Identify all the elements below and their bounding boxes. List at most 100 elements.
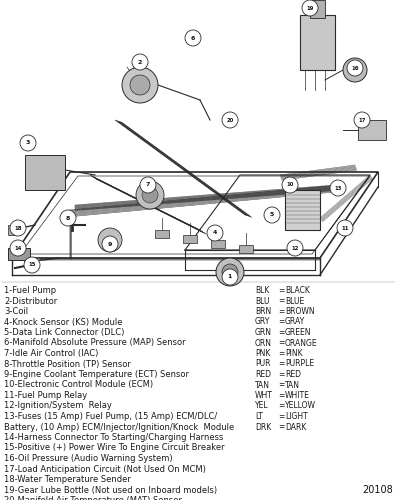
Circle shape <box>140 177 156 193</box>
Text: 15-Positive (+) Power Wire To Engine Circuit Breaker: 15-Positive (+) Power Wire To Engine Cir… <box>4 444 225 452</box>
Text: YELLOW: YELLOW <box>285 402 316 410</box>
Text: YEL: YEL <box>255 402 269 410</box>
Text: ORN: ORN <box>255 338 272 347</box>
Text: 2: 2 <box>138 60 142 64</box>
Text: 18: 18 <box>14 226 22 230</box>
Text: 16-Oil Pressure (Audio Warning System): 16-Oil Pressure (Audio Warning System) <box>4 454 173 463</box>
Text: 14: 14 <box>14 246 22 250</box>
Text: PUR: PUR <box>255 360 270 368</box>
Circle shape <box>354 112 370 128</box>
Circle shape <box>185 30 201 46</box>
Text: 16: 16 <box>351 66 359 70</box>
Bar <box>155 230 169 238</box>
Text: =: = <box>278 286 284 295</box>
Text: 3-Coil: 3-Coil <box>4 307 28 316</box>
Text: 5: 5 <box>270 212 274 218</box>
Text: TAN: TAN <box>255 380 270 390</box>
Bar <box>8 225 20 235</box>
Text: 4-Knock Sensor (KS) Module: 4-Knock Sensor (KS) Module <box>4 318 123 326</box>
Circle shape <box>222 264 238 280</box>
Text: 14-Harness Connector To Starting/Charging Harness: 14-Harness Connector To Starting/Chargin… <box>4 433 224 442</box>
Text: 10-Electronic Control Module (ECM): 10-Electronic Control Module (ECM) <box>4 380 153 390</box>
Bar <box>358 120 386 140</box>
Text: 18-Water Temperature Sender: 18-Water Temperature Sender <box>4 475 131 484</box>
Circle shape <box>222 269 238 285</box>
Text: 8-Throttle Position (TP) Sensor: 8-Throttle Position (TP) Sensor <box>4 360 131 368</box>
Text: =: = <box>278 307 284 316</box>
Text: 19-Gear Lube Bottle (Not used on Inboard models): 19-Gear Lube Bottle (Not used on Inboard… <box>4 486 217 494</box>
Text: PNK: PNK <box>255 349 270 358</box>
Text: TAN: TAN <box>285 380 300 390</box>
Text: BRN: BRN <box>255 307 271 316</box>
Text: =: = <box>278 422 284 432</box>
Bar <box>300 15 335 70</box>
Circle shape <box>136 181 164 209</box>
Circle shape <box>24 257 40 273</box>
Text: BLU: BLU <box>255 296 270 306</box>
Text: ORANGE: ORANGE <box>285 338 318 347</box>
Circle shape <box>216 258 244 286</box>
Text: LIGHT: LIGHT <box>285 412 308 421</box>
Text: =: = <box>278 318 284 326</box>
Text: =: = <box>278 349 284 358</box>
Circle shape <box>222 112 238 128</box>
Text: BLACK: BLACK <box>285 286 310 295</box>
Circle shape <box>287 240 303 256</box>
Text: =: = <box>278 296 284 306</box>
Text: LT: LT <box>255 412 263 421</box>
Text: GRAY: GRAY <box>285 318 305 326</box>
Text: Battery, (10 Amp) ECM/Injector/Ignition/Knock  Module: Battery, (10 Amp) ECM/Injector/Ignition/… <box>4 422 234 432</box>
Text: =: = <box>278 412 284 421</box>
Text: PINK: PINK <box>285 349 303 358</box>
Text: =: = <box>278 360 284 368</box>
Circle shape <box>122 67 158 103</box>
Text: 20-Manifold Air Temperature (MAT) Sensor: 20-Manifold Air Temperature (MAT) Sensor <box>4 496 182 500</box>
Text: 20: 20 <box>226 118 233 122</box>
Text: DARK: DARK <box>285 422 306 432</box>
Text: 13-Fuses (15 Amp) Fuel Pump, (15 Amp) ECM/DLC/: 13-Fuses (15 Amp) Fuel Pump, (15 Amp) EC… <box>4 412 217 421</box>
Text: 6-Manifold Absolute Pressure (MAP) Sensor: 6-Manifold Absolute Pressure (MAP) Senso… <box>4 338 186 347</box>
Circle shape <box>264 207 280 223</box>
Text: 15: 15 <box>28 262 36 268</box>
Text: 3: 3 <box>26 140 30 145</box>
Bar <box>239 245 253 253</box>
Text: 7-Idle Air Control (IAC): 7-Idle Air Control (IAC) <box>4 349 98 358</box>
Text: =: = <box>278 391 284 400</box>
Text: 2-Distributor: 2-Distributor <box>4 296 57 306</box>
Text: 17-Load Anticipation Circuit (Not Used On MCM): 17-Load Anticipation Circuit (Not Used O… <box>4 464 206 473</box>
Circle shape <box>282 177 298 193</box>
Text: 9: 9 <box>108 242 112 246</box>
Text: BLK: BLK <box>255 286 270 295</box>
Text: DRK: DRK <box>255 422 271 432</box>
Text: 4: 4 <box>213 230 217 235</box>
Text: BLUE: BLUE <box>285 296 304 306</box>
Bar <box>183 235 197 243</box>
Circle shape <box>98 228 122 252</box>
Circle shape <box>60 210 76 226</box>
Bar <box>211 240 225 248</box>
Circle shape <box>20 135 36 151</box>
Text: 1-Fuel Pump: 1-Fuel Pump <box>4 286 56 295</box>
Circle shape <box>347 60 363 76</box>
Bar <box>8 248 30 260</box>
Text: RED: RED <box>255 370 271 379</box>
Circle shape <box>302 0 318 16</box>
Text: 11: 11 <box>341 226 349 230</box>
Text: PURPLE: PURPLE <box>285 360 314 368</box>
Text: 10: 10 <box>286 182 294 188</box>
Text: 5-Data Link Connector (DLC): 5-Data Link Connector (DLC) <box>4 328 124 337</box>
Text: 12-Ignition/System  Relay: 12-Ignition/System Relay <box>4 402 112 410</box>
Text: 6: 6 <box>191 36 195 41</box>
Text: 12: 12 <box>291 246 299 250</box>
Text: WHT: WHT <box>255 391 273 400</box>
Circle shape <box>10 240 26 256</box>
Bar <box>310 0 325 18</box>
Text: 13: 13 <box>334 186 342 190</box>
Text: BROWN: BROWN <box>285 307 315 316</box>
Circle shape <box>330 180 346 196</box>
Circle shape <box>130 75 150 95</box>
Circle shape <box>142 187 158 203</box>
Circle shape <box>343 58 367 82</box>
Text: =: = <box>278 380 284 390</box>
Text: 17: 17 <box>358 118 366 122</box>
